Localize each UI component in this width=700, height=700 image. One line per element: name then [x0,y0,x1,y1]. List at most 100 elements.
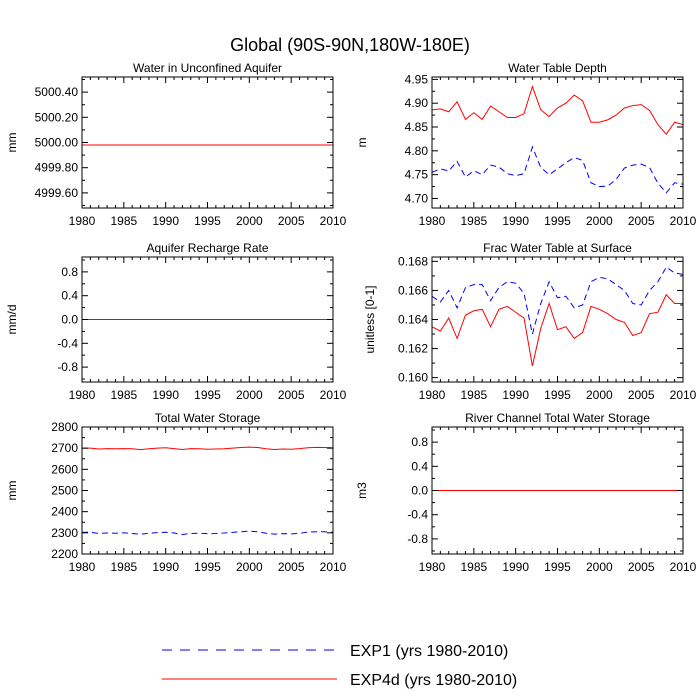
x-tick-label: 2000 [236,388,263,402]
y-tick-label: 0.4 [61,289,78,303]
series-group [82,446,333,536]
x-tick-label: 2005 [278,388,305,402]
x-tick-label: 1980 [69,214,96,228]
series-group [432,84,683,194]
x-tick-label: 1995 [544,214,571,228]
panel-title: Water in Unconfined Aquifer [133,61,282,75]
x-tick-label: 2000 [236,560,263,574]
x-tick-label: 2005 [628,560,655,574]
x-tick-label: 2000 [586,388,613,402]
y-tick-label: -0.8 [57,360,78,374]
x-tick-label: 1990 [152,560,179,574]
y-tick-label: 0.168 [398,254,428,268]
x-tick-label: 1995 [194,388,221,402]
y-axis-label: mm [5,481,19,501]
x-tick-label: 1980 [419,214,446,228]
y-tick-label: 0.8 [61,265,78,279]
figure-title: Global (90S-90N,180W-180E) [230,35,470,55]
y-tick-label: 2700 [51,441,78,455]
panels: Water in Unconfined Aquifer mm 1980 1985 199… [5,61,697,574]
y-tick-label: 5000.00 [35,136,79,150]
plot-frame [81,426,334,555]
x-tick-label: 1985 [110,388,137,402]
x-tick-label: 2005 [278,214,305,228]
x-tick-label: 1980 [419,388,446,402]
panel-title: Water Table Depth [508,61,607,75]
series-line-exp4d [432,293,683,367]
y-tick-label: 0.0 [411,484,428,498]
x-tick-label: 1990 [152,388,179,402]
y-tick-label: 0.8 [411,435,428,449]
x-tick-label: 1995 [194,214,221,228]
y-tick-label: 4.95 [405,72,429,86]
series-line-exp1 [432,145,683,194]
series-line-exp4d [82,446,333,451]
x-tick-label: 1985 [460,388,487,402]
panel-6: River Channel Total Water Storage m3 1980 1… [355,411,697,574]
x-tick-label: 2010 [320,214,347,228]
x-tick-label: 1985 [460,214,487,228]
y-tick-label: 5000.40 [35,85,79,99]
y-tick-label: 0.4 [411,459,428,473]
y-tick-label: 4.75 [405,168,429,182]
x-tick-label: 1995 [544,388,571,402]
x-tick-label: 2000 [236,214,263,228]
x-tick-label: 1995 [544,560,571,574]
legend: EXP1 (yrs 1980-2010) EXP4d (yrs 1980-2010… [162,643,517,689]
x-tick-label: 1995 [194,560,221,574]
x-tick-label: 2010 [320,388,347,402]
y-tick-label: -0.8 [407,532,428,546]
y-tick-label: -0.4 [57,336,78,350]
series-group [432,266,683,367]
y-tick-label: 4.70 [405,191,429,205]
y-tick-label: 0.0 [61,313,78,327]
y-tick-label: 4.90 [405,96,429,110]
plot-frame [81,76,334,209]
y-tick-label: 0.166 [398,283,428,297]
panel-1: Water in Unconfined Aquifer mm 1980 1985 199… [5,61,347,228]
y-axis-label: m3 [355,482,369,499]
panel-5: Total Water Storage mm 1980 1985 1990 1995 200… [5,411,347,574]
x-tick-label: 1990 [152,214,179,228]
x-tick-label: 2005 [628,388,655,402]
panel-title: River Channel Total Water Storage [465,411,650,425]
y-tick-label: -0.4 [407,508,428,522]
y-tick-label: 2400 [51,505,78,519]
x-tick-label: 1990 [502,560,529,574]
y-tick-label: 4999.80 [35,161,79,175]
series-line-exp1 [82,530,333,536]
y-tick-label: 0.164 [398,313,428,327]
x-tick-label: 1985 [110,214,137,228]
x-tick-label: 2000 [586,560,613,574]
legend-label-1: EXP1 (yrs 1980-2010) [350,643,508,660]
y-tick-label: 0.160 [398,371,428,385]
x-tick-label: 1990 [502,388,529,402]
x-tick-label: 1985 [110,560,137,574]
panel-title: Frac Water Table at Surface [483,241,632,255]
panel-title: Total Water Storage [155,411,261,425]
y-tick-label: 2600 [51,462,78,476]
x-tick-label: 2010 [320,560,347,574]
plot-frame [431,76,684,209]
series-line-exp4d [432,84,683,135]
panel-title: Aquifer Recharge Rate [146,241,268,255]
x-tick-label: 1985 [460,560,487,574]
y-axis-label: mm/d [5,305,19,335]
y-tick-label: 4.85 [405,120,429,134]
y-tick-label: 2200 [51,547,78,561]
x-tick-label: 1980 [69,388,96,402]
panel-2: Water Table Depth m 1980 1985 1990 1995 2000 20… [355,61,697,228]
x-tick-label: 2005 [628,214,655,228]
y-tick-label: 4.80 [405,144,429,158]
plot-frame [431,256,684,383]
y-tick-label: 2300 [51,526,78,540]
x-tick-label: 2000 [586,214,613,228]
y-tick-label: 5000.20 [35,110,79,124]
y-tick-label: 4999.60 [35,186,79,200]
y-axis-label: mm [5,133,19,153]
x-tick-label: 1990 [502,214,529,228]
y-axis-label: unitless [0-1] [363,285,377,353]
y-axis-label: m [355,138,369,148]
y-tick-label: 2500 [51,484,78,498]
x-tick-label: 1980 [419,560,446,574]
